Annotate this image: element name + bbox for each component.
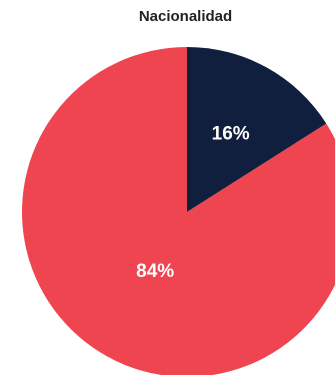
pie-slice-label-2: 84% <box>136 261 174 282</box>
pie-slice-label-1: 16% <box>212 124 250 145</box>
pie-slices <box>22 47 335 375</box>
chart-title: Nacionalidad <box>138 8 233 25</box>
pie-slice-2 <box>22 47 335 375</box>
pie-slice-1 <box>187 47 327 212</box>
pie-labels: 16% 84% <box>136 124 250 282</box>
